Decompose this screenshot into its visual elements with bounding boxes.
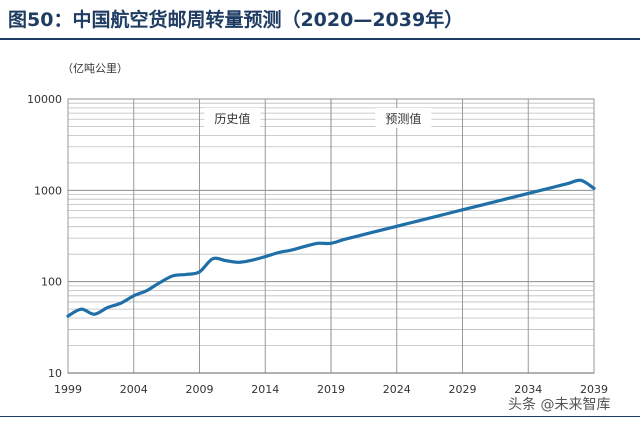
annotation-bg [375, 107, 432, 128]
bottom-rule [0, 416, 640, 417]
y-tick-label: 10000 [27, 93, 62, 106]
chart-grid [67, 98, 595, 374]
series-line [66, 178, 596, 318]
y-tick-label: 1000 [34, 184, 62, 197]
chart-series [66, 178, 596, 318]
y-tick-label: 10 [48, 367, 62, 380]
x-tick-label: 1999 [54, 383, 82, 396]
x-tick-label: 2039 [580, 383, 608, 396]
x-tick-label: 2029 [449, 383, 477, 396]
y-axis-unit-label: （亿吨公里） [62, 62, 128, 75]
title-rule [0, 38, 640, 40]
chart-annotations: 历史值 预测值 [204, 107, 432, 128]
x-tick-label: 2004 [120, 383, 148, 396]
annotation-bg [204, 107, 261, 128]
x-tick-label: 2009 [186, 383, 214, 396]
figure-title: 图50：中国航空货邮周转量预测（2020—2039年） [8, 9, 464, 31]
annotation-label: 预测值 [385, 111, 421, 126]
x-tick-label: 2014 [251, 383, 279, 396]
x-tick-label: 2034 [514, 383, 542, 396]
y-tick-label: 100 [41, 276, 62, 289]
x-tick-label: 2024 [383, 383, 411, 396]
x-tick-label: 2019 [317, 383, 345, 396]
watermark: 头条 @未来智库 [508, 397, 611, 413]
chart-ticks: 10 100 1000 10000 1999 2004 2009 2014 2019 2024 20… [27, 93, 608, 396]
annotation-label: 历史值 [214, 111, 250, 126]
